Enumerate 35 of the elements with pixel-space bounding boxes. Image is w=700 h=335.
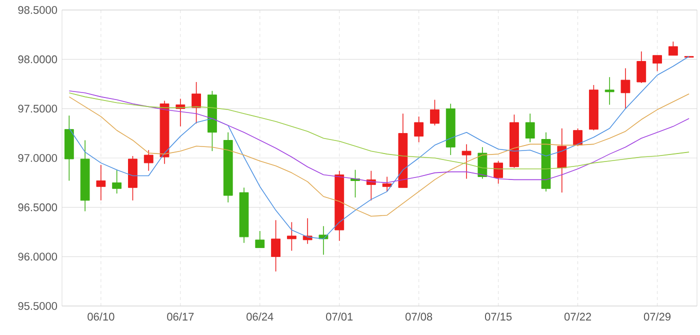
- candlestick: [668, 41, 678, 56]
- y-tick-label: 97.5000: [18, 104, 58, 113]
- candlestick: [525, 113, 535, 143]
- y-tick-label: 96.0000: [18, 252, 58, 261]
- candlestick: [255, 230, 265, 248]
- candlestick: [462, 144, 472, 180]
- candlestick: [96, 164, 106, 201]
- candlestick: [414, 116, 424, 143]
- y-tick-label: 95.5000: [18, 302, 58, 310]
- y-tick-label: 97.0000: [18, 154, 58, 162]
- candlestick: [557, 128, 567, 193]
- candlestick: [430, 99, 440, 126]
- x-tick-label: 07/15: [484, 312, 512, 321]
- candlestick: [382, 176, 392, 192]
- y-tick-label: 98.0000: [18, 55, 58, 64]
- candlestick: [144, 150, 154, 172]
- x-tick-label: 07/22: [564, 312, 591, 321]
- candlestick: [652, 54, 662, 72]
- y-tick-label: 98.5000: [18, 6, 58, 14]
- candlestick: [192, 82, 202, 124]
- candlestick: [636, 51, 646, 84]
- candlestick: [112, 169, 122, 194]
- candlestick: [494, 160, 504, 184]
- candlestick: [573, 128, 582, 147]
- x-tick-label: 07/08: [406, 312, 432, 321]
- x-tick-label: 06/24: [246, 312, 274, 321]
- x-tick-label: 06/10: [88, 312, 114, 321]
- x-tick-label: 07/29: [644, 312, 671, 321]
- x-tick-label: 07/01: [326, 312, 353, 321]
- candlestick: [604, 76, 614, 106]
- x-tick-label: 06/17: [167, 312, 194, 321]
- candlestick: [620, 68, 630, 110]
- candlestick: [286, 222, 296, 252]
- y-tick-label: 96.5000: [18, 203, 58, 212]
- candlestick: [271, 220, 280, 272]
